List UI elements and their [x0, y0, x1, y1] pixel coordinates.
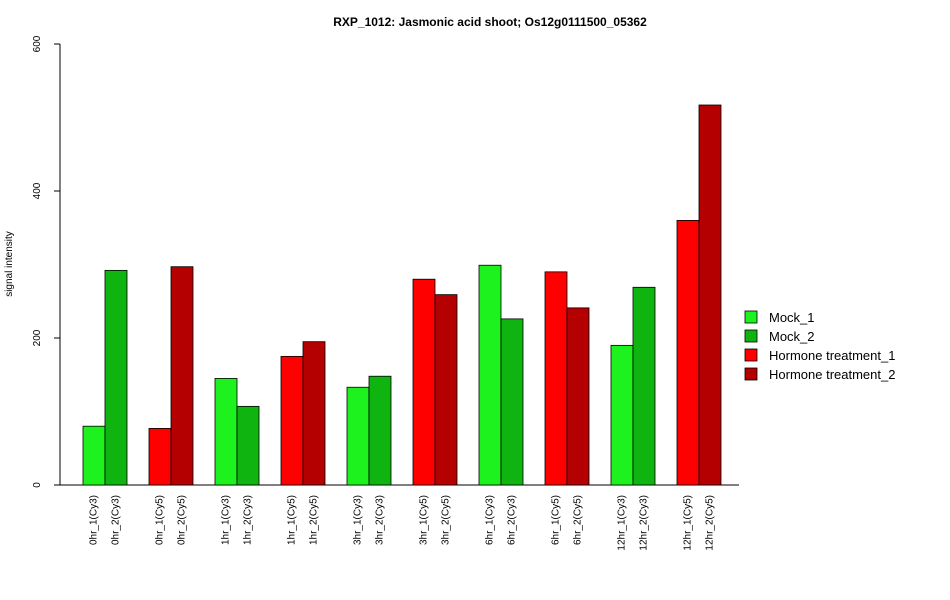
legend-swatch — [744, 310, 758, 324]
bar — [170, 266, 194, 486]
y-axis-label: signal intensity — [4, 231, 15, 297]
y-tick-label: 600 — [32, 35, 43, 52]
y-axis-ticks: 0 200 400 600 — [32, 35, 60, 488]
bar — [280, 355, 304, 486]
bar — [104, 269, 128, 486]
bars — [82, 104, 722, 486]
x-axis-tick-labels: 0hr_1(Cy3) 0hr_2(Cy3) 0hr_1(Cy5) 0hr_2(Cy5)… — [89, 495, 716, 551]
x-tick-label: 6hr_1(Cy5) — [551, 495, 562, 545]
bar — [698, 104, 722, 486]
bar — [566, 307, 590, 486]
bar — [368, 375, 392, 486]
y-tick-label: 0 — [32, 482, 43, 488]
x-tick-label: 1hr_1(Cy5) — [287, 495, 298, 545]
bar — [478, 264, 502, 486]
legend-label: Hormone treatment_2 — [769, 367, 895, 382]
bar — [434, 294, 458, 486]
x-tick-label: 3hr_1(Cy3) — [353, 495, 364, 545]
bar — [148, 428, 172, 486]
bar — [676, 219, 700, 486]
legend-label: Hormone treatment_1 — [769, 348, 895, 363]
x-tick-label: 1hr_2(Cy5) — [309, 495, 320, 545]
x-tick-label: 0hr_1(Cy5) — [155, 495, 166, 545]
x-tick-label: 0hr_2(Cy5) — [177, 495, 188, 545]
y-tick-label: 400 — [32, 182, 43, 199]
bar — [346, 386, 370, 486]
x-tick-label: 12hr_2(Cy3) — [639, 495, 650, 551]
x-tick-label: 12hr_2(Cy5) — [705, 495, 716, 551]
bar — [632, 286, 656, 486]
chart-title: RXP_1012: Jasmonic acid shoot; Os12g0111… — [333, 15, 647, 29]
x-tick-label: 6hr_2(Cy5) — [573, 495, 584, 545]
bar — [82, 425, 106, 486]
legend-swatch — [744, 348, 758, 362]
legend: Mock_1 Mock_2 Hormone treatment_1 Hormone t… — [744, 310, 895, 382]
bar — [500, 318, 524, 486]
x-tick-label: 1hr_1(Cy3) — [221, 495, 232, 545]
y-tick-label: 200 — [32, 329, 43, 346]
x-tick-label: 3hr_2(Cy5) — [441, 495, 452, 545]
x-tick-label: 6hr_1(Cy3) — [485, 495, 496, 545]
x-tick-label: 12hr_1(Cy5) — [683, 495, 694, 551]
legend-swatch — [744, 329, 758, 343]
bar — [214, 378, 238, 486]
legend-label: Mock_1 — [769, 310, 815, 325]
x-tick-label: 3hr_1(Cy5) — [419, 495, 430, 545]
bar — [544, 271, 568, 486]
x-tick-label: 6hr_2(Cy3) — [507, 495, 518, 545]
bar — [236, 405, 260, 486]
legend-swatch — [744, 367, 758, 381]
bar — [412, 278, 436, 486]
x-tick-label: 0hr_1(Cy3) — [89, 495, 100, 545]
bar — [302, 341, 326, 486]
x-tick-label: 3hr_2(Cy3) — [375, 495, 386, 545]
bar — [610, 344, 634, 486]
legend-label: Mock_2 — [769, 329, 815, 344]
x-tick-label: 12hr_1(Cy3) — [617, 495, 628, 551]
x-tick-label: 0hr_2(Cy3) — [111, 495, 122, 545]
x-tick-label: 1hr_2(Cy3) — [243, 495, 254, 545]
